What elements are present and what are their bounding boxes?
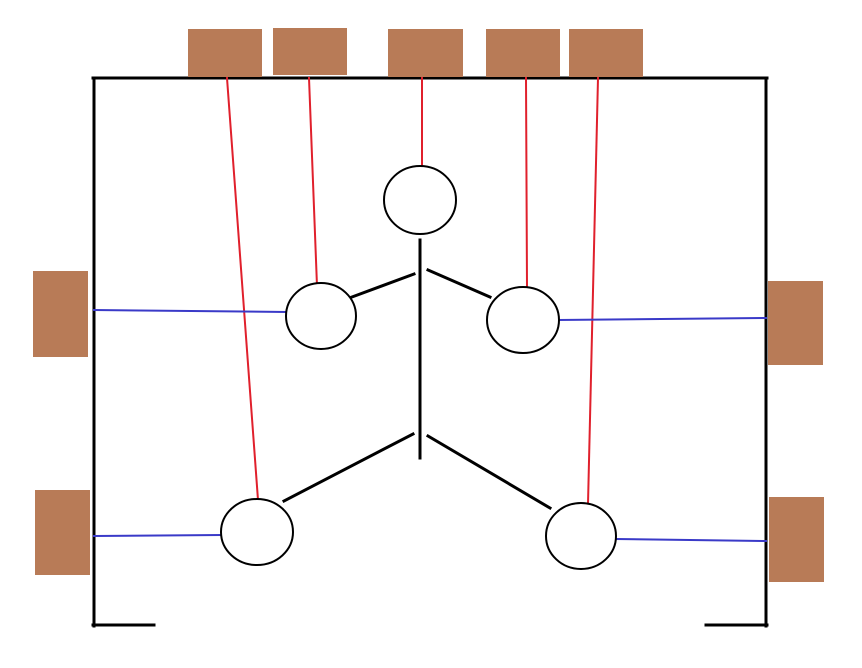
top-pad-2: [273, 28, 347, 75]
node-head: [383, 165, 457, 235]
top-pad-4: [486, 29, 560, 77]
red-wire-1: [225, 76, 260, 502]
node-left-shoulder: [285, 282, 357, 350]
outer-frame: [91, 76, 769, 628]
blue-wires: [92, 308, 768, 543]
red-wire-5: [586, 76, 600, 506]
blue-wire-left-lower: [92, 533, 223, 538]
left-pad-upper: [33, 271, 88, 357]
node-right-foot: [545, 502, 617, 570]
red-wire-2: [307, 76, 319, 288]
node-left-foot: [220, 498, 294, 566]
top-pad-1: [188, 29, 262, 77]
pads: [33, 28, 824, 582]
red-wires: [225, 76, 600, 506]
blue-wire-right-upper: [556, 316, 768, 322]
right-leg-line: [425, 433, 553, 511]
nodes: [220, 165, 617, 570]
node-right-shoulder: [486, 286, 560, 354]
left-arm-line: [350, 272, 416, 299]
right-pad-upper: [768, 281, 823, 365]
blue-wire-right-lower: [614, 537, 768, 543]
body-lines: [281, 238, 553, 511]
left-pad-lower: [35, 490, 90, 575]
right-arm-line: [426, 268, 492, 299]
right-pad-lower: [769, 497, 824, 582]
red-wire-4: [524, 76, 529, 289]
top-pad-3: [388, 29, 463, 77]
left-leg-line: [281, 431, 416, 504]
top-pad-5: [569, 29, 643, 77]
blue-wire-left-upper: [92, 308, 288, 314]
